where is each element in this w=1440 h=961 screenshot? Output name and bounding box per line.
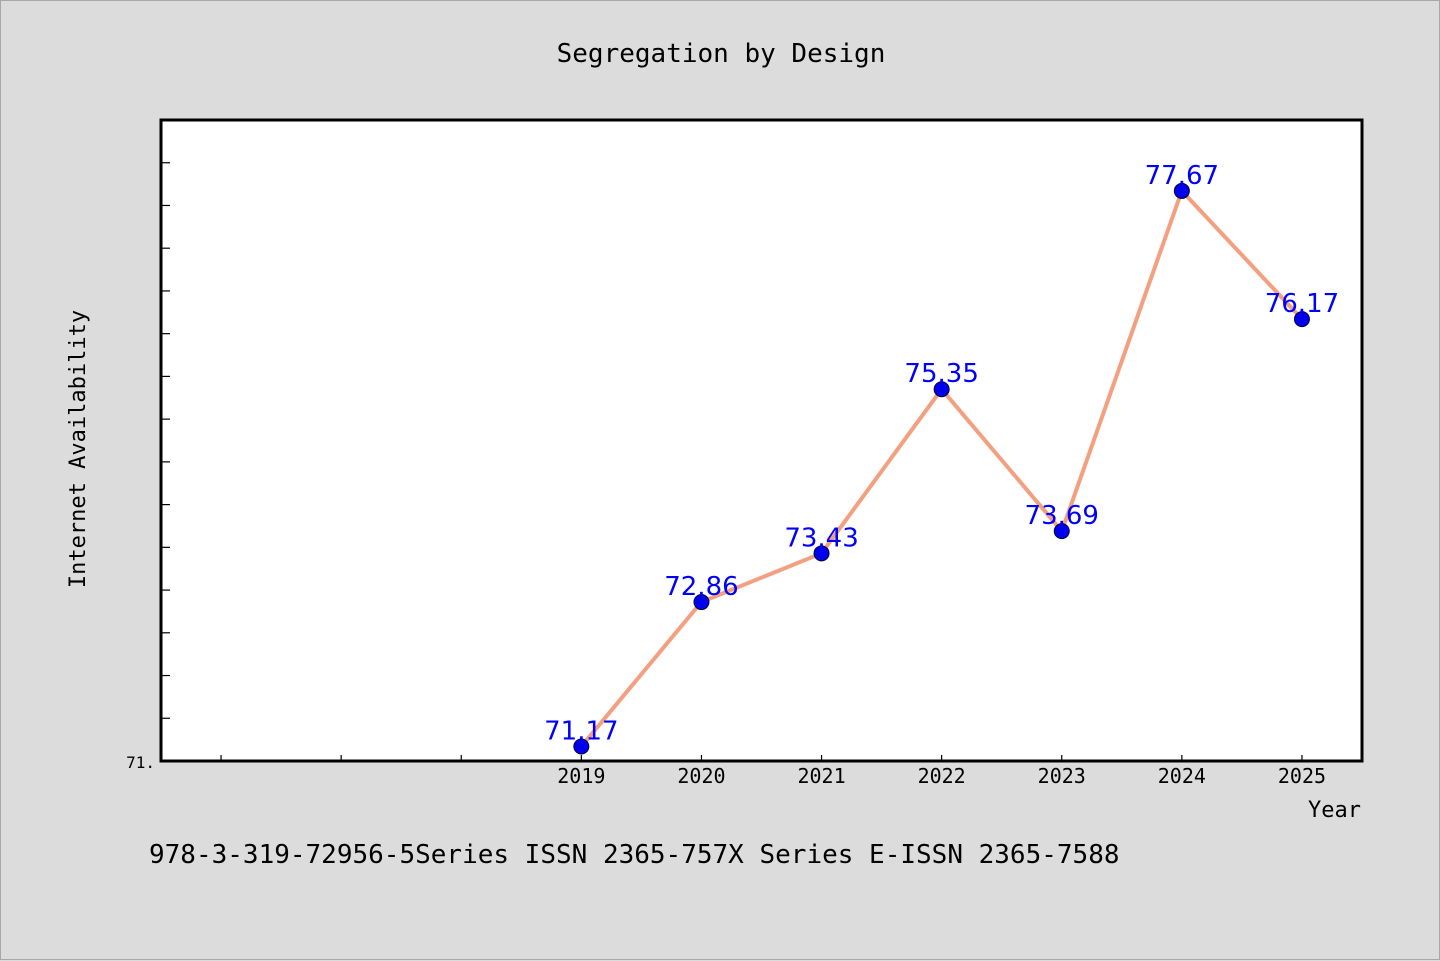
data-point	[1293, 311, 1310, 328]
data-label: 75.35	[904, 359, 978, 389]
footer-isbn-text: 978-3-319-72956-5Series ISSN 2365-757X S…	[149, 840, 1120, 870]
x-axis-ticks	[220, 755, 1303, 761]
y-axis-ticks	[161, 162, 170, 719]
data-label: 73.69	[1025, 501, 1099, 531]
data-label: 77.67	[1145, 161, 1219, 191]
data-label: 76.17	[1265, 289, 1339, 319]
data-point	[1053, 523, 1070, 540]
data-point	[693, 594, 710, 611]
data-label: 73.43	[784, 523, 858, 553]
data-label: 71.17	[544, 716, 618, 746]
chart-title: Segregation by Design	[557, 39, 886, 69]
data-label: 72.86	[664, 572, 738, 602]
series-markers-group	[573, 182, 1310, 755]
x-axis-label: Year	[1308, 798, 1361, 823]
data-point	[933, 381, 950, 398]
x-tick-label: 2021	[797, 764, 845, 788]
x-tick-label: 2025	[1278, 764, 1326, 788]
x-tick-label: 2024	[1158, 764, 1206, 788]
x-axis-tick-labels: 2019 2020 2021 2022 2023 2024 2025	[557, 764, 1326, 788]
y-axis-label: Internet Availability	[66, 310, 91, 588]
data-point	[573, 738, 590, 755]
y-axis-min-label: 71.	[126, 753, 155, 772]
x-tick-label: 2023	[1038, 764, 1086, 788]
data-labels-group: 71.17 72.86 73.43 75.35 73.69 77.67 76.17	[544, 161, 1339, 747]
plot-area	[159, 118, 1364, 763]
x-tick-label: 2022	[918, 764, 966, 788]
data-point	[1173, 182, 1190, 199]
data-point	[813, 545, 830, 562]
x-tick-label: 2020	[677, 764, 725, 788]
x-tick-label: 2019	[557, 764, 605, 788]
